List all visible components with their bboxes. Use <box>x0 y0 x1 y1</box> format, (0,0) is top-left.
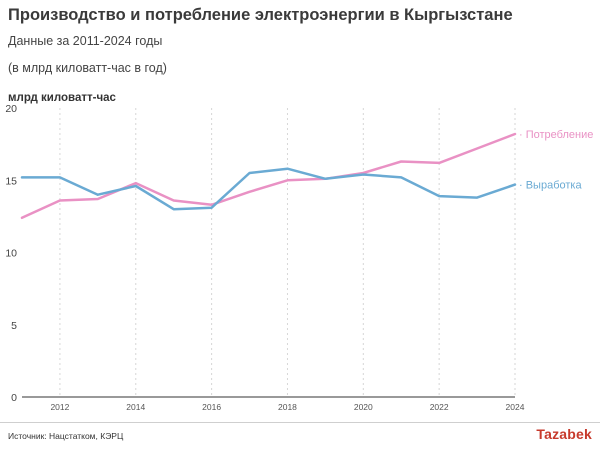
x-tick-label-2020: 2020 <box>354 402 373 412</box>
gridlines <box>59 108 516 397</box>
axes: 2012 2014 2016 2018 2020 2022 2024 0 5 10 15 20 <box>5 103 524 412</box>
line-chart: 2012 2014 2016 2018 2020 2022 2024 0 5 10 15 20 · П… <box>5 103 593 412</box>
x-tick-label-2024: 2024 <box>506 402 525 412</box>
source-note: Источник: Нацстатком, КЭРЦ <box>8 431 124 441</box>
series-lines <box>20 132 517 220</box>
x-tick-label-2014: 2014 <box>126 402 145 412</box>
tazabek-logo: Tazabek <box>536 426 592 442</box>
series-line-consumption <box>20 132 517 220</box>
y-tick-label-15: 15 <box>5 175 17 187</box>
series-line-production <box>20 167 517 211</box>
y-tick-label-0: 0 <box>11 392 17 404</box>
x-tick-label-2016: 2016 <box>202 402 221 412</box>
footer-divider <box>0 422 600 423</box>
series-labels: · Потребление · Выработка <box>519 129 593 192</box>
x-tick-label-2022: 2022 <box>430 402 449 412</box>
x-tick-label-2012: 2012 <box>50 402 69 412</box>
y-tick-label-5: 5 <box>11 320 17 332</box>
x-tick-label-2018: 2018 <box>278 402 297 412</box>
chart-subtitle: Данные за 2011-2024 годы <box>8 34 163 48</box>
y-tick-label-20: 20 <box>5 103 17 115</box>
y-axis-label: млрд киловатт-час <box>8 92 116 104</box>
series-label-production: · Выработка <box>519 180 582 192</box>
series-label-consumption: · Потребление <box>519 129 593 141</box>
chart-units-note: (в млрд киловатт-час в год) <box>8 61 167 75</box>
y-tick-label-10: 10 <box>5 248 17 260</box>
chart-title: Производство и потребление электроэнерги… <box>8 6 513 24</box>
